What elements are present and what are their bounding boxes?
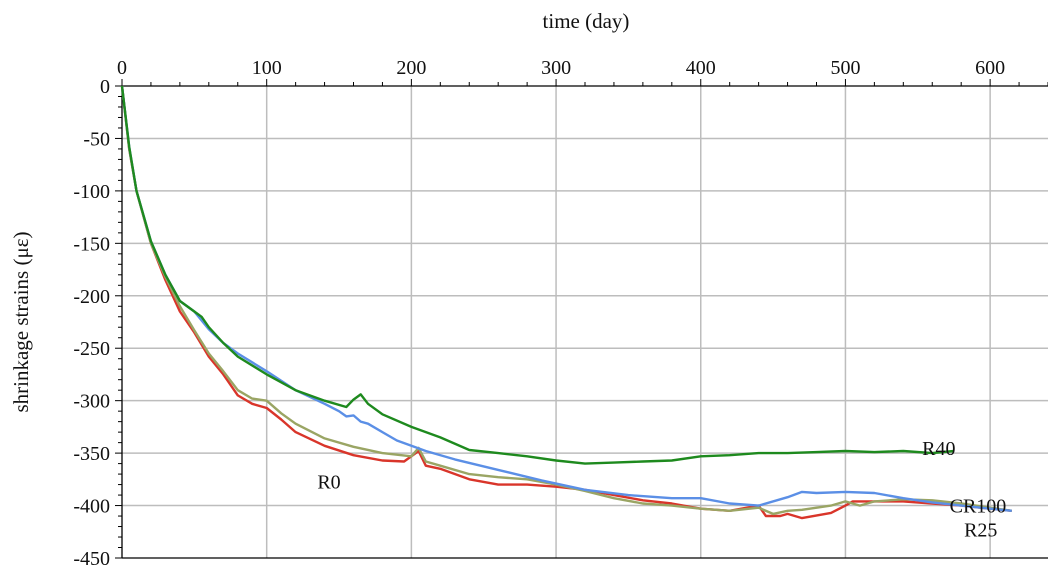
x-tick-label: 300 [541,57,571,79]
y-tick-label: -350 [73,443,110,465]
y-tick-label: -50 [83,128,110,150]
y-tick-label: -100 [73,181,110,203]
y-tick-label: -450 [73,548,110,570]
series-line-cr100 [120,85,1012,512]
y-tick-label: 0 [100,76,110,98]
x-tick-label: 0 [117,57,127,79]
grid [122,86,1048,558]
series-line-r40 [120,85,955,465]
axes: 0 100 200 300 400 500 600 0 -50 -100 -150 -200 -250 -… [73,57,1048,570]
series-label-r25: R25 [964,520,997,542]
x-tick-label: 600 [975,57,1005,79]
y-tick-label: -150 [73,233,110,255]
x-tick-label: 200 [396,57,426,79]
series-label-r40: R40 [922,438,955,460]
x-axis-label: time (day) [543,9,630,33]
x-tick-label: 500 [830,57,860,79]
x-tick-label: 400 [686,57,716,79]
x-tick-label: 100 [252,57,282,79]
series-label-cr100: CR100 [950,496,1007,518]
y-tick-label: -200 [73,286,110,308]
series-line-r25 [120,85,1012,516]
y-axis-label: shrinkage strains (με) [9,231,33,412]
y-tick-label: -300 [73,391,110,413]
y-tick-label: -400 [73,496,110,518]
series-label-r0: R0 [317,471,340,493]
series-line-r0 [120,85,1012,520]
series-group [120,85,1012,520]
y-tick-label: -250 [73,338,110,360]
